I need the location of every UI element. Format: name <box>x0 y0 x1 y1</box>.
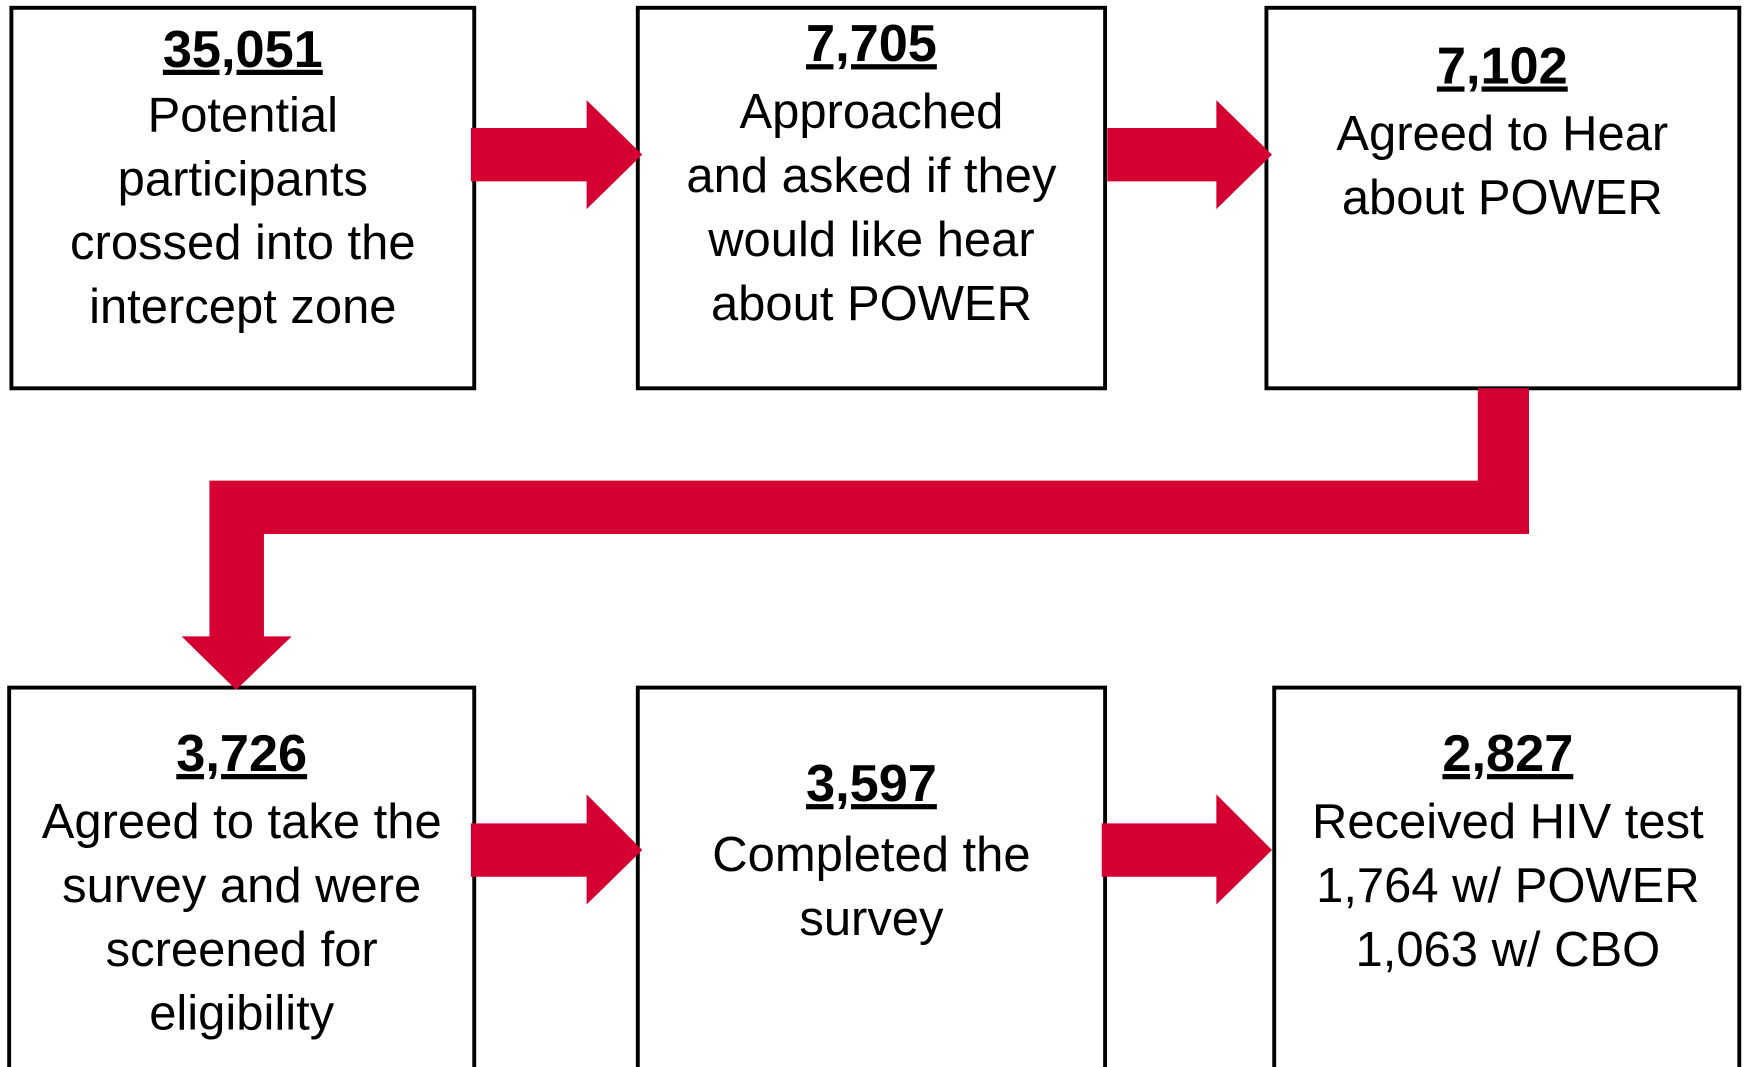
node-label: intercept zone <box>89 280 396 334</box>
box <box>9 5 477 391</box>
node-label: and asked if they <box>686 149 1057 203</box>
box <box>1264 5 1742 391</box>
node-label: Approached <box>739 85 1003 139</box>
node-count: 35,051 <box>163 21 323 79</box>
node-label: Agreed to take the <box>42 795 442 849</box>
arrow <box>470 100 643 210</box>
node-label: Received HIV test <box>1312 795 1704 849</box>
node-label: survey and were <box>62 859 421 913</box>
node-label: participants <box>118 152 368 206</box>
node-label: Agreed to Hear <box>1336 107 1668 161</box>
box <box>635 5 1108 391</box>
node-label: 1,063 w/ CBO <box>1356 923 1661 977</box>
node-count: 7,705 <box>806 15 937 73</box>
arrow <box>1107 100 1272 210</box>
node-label: Potential <box>148 88 338 142</box>
node-label: screened for <box>106 923 378 977</box>
arrow <box>1101 794 1272 905</box>
node-label: Completed the <box>712 828 1030 882</box>
node-count: 3,597 <box>806 755 937 813</box>
node-count: 2,827 <box>1442 725 1573 783</box>
node-count: 7,102 <box>1437 37 1568 95</box>
box <box>1272 685 1742 1067</box>
node-label: survey <box>799 892 944 946</box>
connector-arrow <box>181 388 1530 690</box>
node-count: 3,726 <box>176 725 307 783</box>
node-label: crossed into the <box>70 216 415 270</box>
node-label: about POWER <box>1342 171 1663 225</box>
node-label: about POWER <box>711 277 1032 331</box>
node-label: eligibility <box>149 987 334 1041</box>
arrow <box>470 794 643 905</box>
box <box>7 685 477 1067</box>
node-label: 1,764 w/ POWER <box>1316 859 1699 913</box>
node-label: would like hear <box>707 213 1034 267</box>
box <box>635 685 1108 1067</box>
